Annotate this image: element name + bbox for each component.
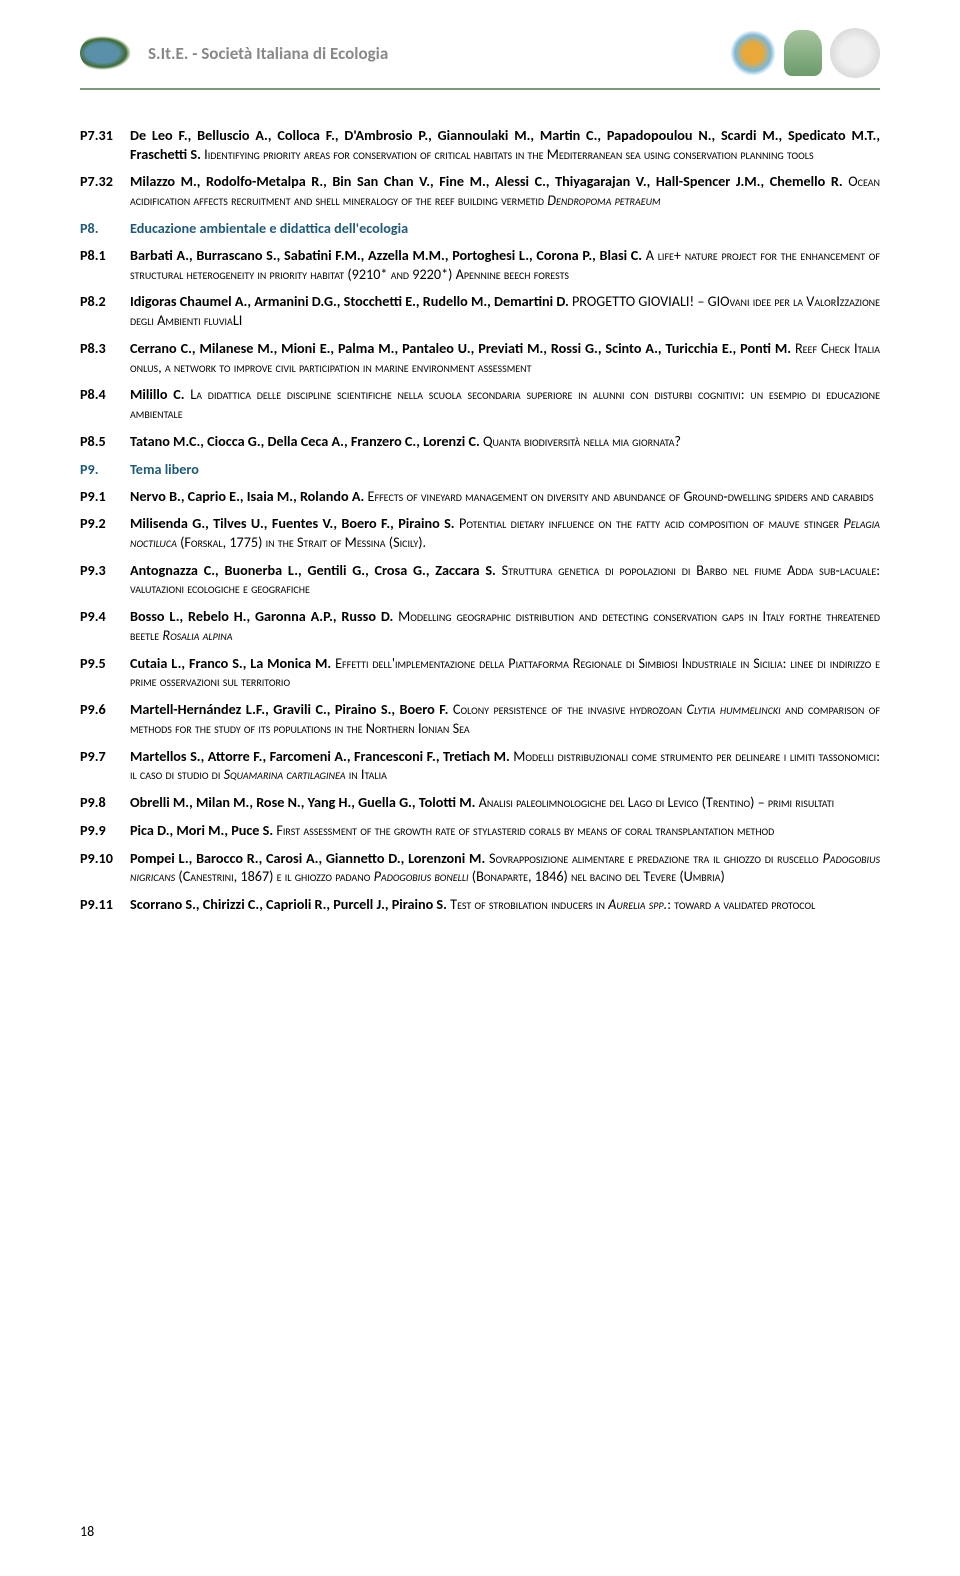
entry-id: P8.2 xyxy=(80,292,130,329)
partner-logo-icon xyxy=(784,30,822,76)
list-item: P8.3Cerrano C., Milanese M., Mioni E., P… xyxy=(80,339,880,376)
list-item: P9.9Pica D., Mori M., Puce S. First asse… xyxy=(80,821,880,840)
list-item: P7.32 Milazzo M., Rodolfo-Metalpa R., Bi… xyxy=(80,172,880,209)
header-title: S.It.E. - Società Italiana di Ecologia xyxy=(148,43,730,64)
list-item: P9.5Cutaia L., Franco S., La Monica M. E… xyxy=(80,654,880,691)
entry-body: De Leo F., Belluscio A., Colloca F., D'A… xyxy=(130,126,880,163)
list-item: P9.1Nervo B., Caprio E., Isaia M., Rolan… xyxy=(80,487,880,506)
partner-logos xyxy=(730,28,880,78)
list-item: P9.2Milisenda G., Tilves U., Fuentes V.,… xyxy=(80,514,880,551)
list-item: P8.4Milillo C. La didattica delle discip… xyxy=(80,385,880,422)
list-item: P9.8Obrelli M., Milan M., Rose N., Yang … xyxy=(80,793,880,812)
entry-body: Milillo C. La didattica delle discipline… xyxy=(130,385,880,422)
entry-id: P8.5 xyxy=(80,432,130,451)
entry-body: Antognazza C., Buonerba L., Gentili G., … xyxy=(130,561,880,598)
entry-body: Cutaia L., Franco S., La Monica M. Effet… xyxy=(130,654,880,691)
entry-id: P9.6 xyxy=(80,700,130,737)
entry-id: P9.8 xyxy=(80,793,130,812)
page-number: 18 xyxy=(80,1523,94,1540)
entry-id: P9.4 xyxy=(80,607,130,644)
list-item: P9.4Bosso L., Rebelo H., Garonna A.P., R… xyxy=(80,607,880,644)
entry-body: Bosso L., Rebelo H., Garonna A.P., Russo… xyxy=(130,607,880,644)
entry-id: P8.4 xyxy=(80,385,130,422)
list-item: P8.1Barbati A., Burrascano S., Sabatini … xyxy=(80,246,880,283)
entry-id: P9.1 xyxy=(80,487,130,506)
entry-id: P8.1 xyxy=(80,246,130,283)
list-item: P9.7Martellos S., Attorre F., Farcomeni … xyxy=(80,747,880,784)
list-item: P8.5Tatano M.C., Ciocca G., Della Ceca A… xyxy=(80,432,880,451)
entry-body: Milazzo M., Rodolfo-Metalpa R., Bin San … xyxy=(130,172,880,209)
entry-id: P9.10 xyxy=(80,849,130,886)
entry-id: P7.32 xyxy=(80,172,130,209)
entry-body: Tatano M.C., Ciocca G., Della Ceca A., F… xyxy=(130,432,880,451)
entry-body: Milisenda G., Tilves U., Fuentes V., Boe… xyxy=(130,514,880,551)
entry-id: P9.3 xyxy=(80,561,130,598)
entry-body: Nervo B., Caprio E., Isaia M., Rolando A… xyxy=(130,487,880,506)
partner-logo-icon xyxy=(830,28,880,78)
entry-id: P7.31 xyxy=(80,126,130,163)
page-header: S.It.E. - Società Italiana di Ecologia xyxy=(80,0,880,90)
entry-body: Barbati A., Burrascano S., Sabatini F.M.… xyxy=(130,246,880,283)
entry-body: Pompei L., Barocco R., Carosi A., Gianne… xyxy=(130,849,880,886)
entry-id: P9.7 xyxy=(80,747,130,784)
entry-body: Cerrano C., Milanese M., Mioni E., Palma… xyxy=(130,339,880,376)
list-item: P9.6Martell-Hernández L.F., Gravili C., … xyxy=(80,700,880,737)
entry-authors: Milazzo M., Rodolfo-Metalpa R., Bin San … xyxy=(130,172,843,190)
entry-id: P8.3 xyxy=(80,339,130,376)
section-id: P8. xyxy=(80,219,130,237)
section-title: Educazione ambientale e didattica dell'e… xyxy=(130,219,408,237)
entry-body: Martellos S., Attorre F., Farcomeni A., … xyxy=(130,747,880,784)
entry-id: P9.11 xyxy=(80,895,130,914)
entry-body: Martell-Hernández L.F., Gravili C., Pira… xyxy=(130,700,880,737)
section-heading: P9. Tema libero xyxy=(80,460,880,478)
section-title: Tema libero xyxy=(130,460,199,478)
list-item: P9.10Pompei L., Barocco R., Carosi A., G… xyxy=(80,849,880,886)
entry-id: P9.5 xyxy=(80,654,130,691)
entry-id: P9.2 xyxy=(80,514,130,551)
list-item: P7.31 De Leo F., Belluscio A., Colloca F… xyxy=(80,126,880,163)
entry-body: Obrelli M., Milan M., Rose N., Yang H., … xyxy=(130,793,880,812)
section-heading: P8. Educazione ambientale e didattica de… xyxy=(80,219,880,237)
partner-logo-icon xyxy=(730,30,776,76)
entry-body: Idigoras Chaumel A., Armanini D.G., Stoc… xyxy=(130,292,880,329)
entry-body: Scorrano S., Chirizzi C., Caprioli R., P… xyxy=(130,895,880,914)
logo-site xyxy=(80,33,136,73)
list-item: P9.11Scorrano S., Chirizzi C., Caprioli … xyxy=(80,895,880,914)
entry-body: Pica D., Mori M., Puce S. First assessme… xyxy=(130,821,880,840)
section-id: P9. xyxy=(80,460,130,478)
list-item: P9.3Antognazza C., Buonerba L., Gentili … xyxy=(80,561,880,598)
entry-id: P9.9 xyxy=(80,821,130,840)
list-item: P8.2Idigoras Chaumel A., Armanini D.G., … xyxy=(80,292,880,329)
